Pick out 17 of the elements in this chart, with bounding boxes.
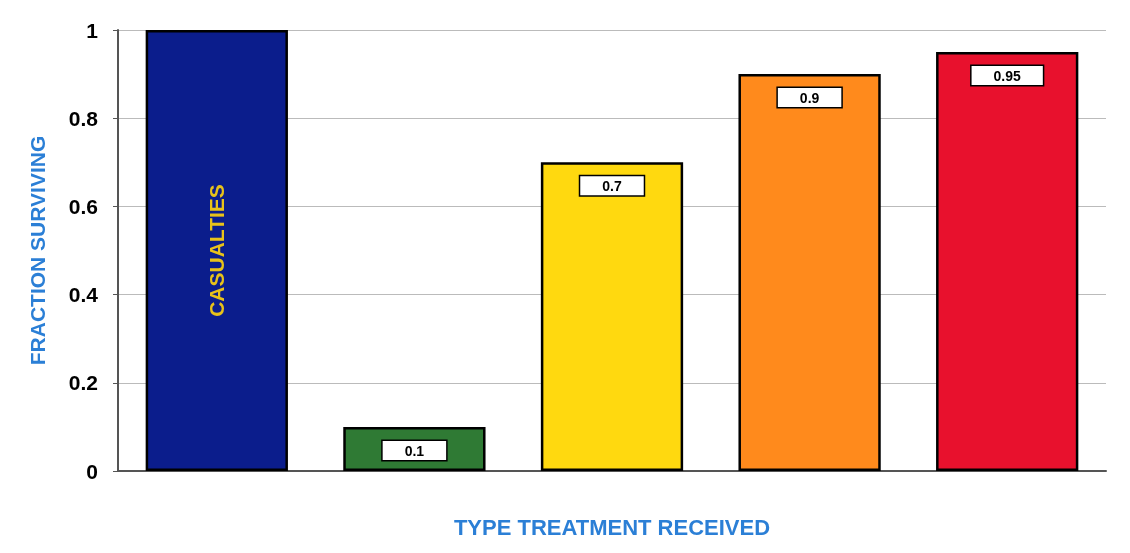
bar [540, 162, 684, 471]
bar [936, 52, 1079, 471]
data-label: 0.1 [404, 442, 425, 459]
x-tick-label: CASUALTIES [205, 184, 229, 317]
y-tick-label: 0.2 [68, 371, 98, 395]
y-axis-title: FRACTION SURVIVING [26, 135, 49, 366]
bar [738, 74, 881, 471]
y-tick-label: 1 [86, 18, 99, 42]
data-label: 0.7 [602, 178, 622, 195]
y-tick-label: 0.4 [68, 283, 99, 307]
bar [145, 30, 288, 471]
x-axis-title: TYPE TREATMENT RECEIVED [453, 514, 771, 540]
data-label: 0.95 [993, 68, 1022, 85]
y-tick-label: 0.8 [68, 106, 99, 130]
y-tick-label: 0 [86, 459, 98, 483]
y-tick-label: 0.6 [68, 194, 98, 218]
data-label: 0.9 [799, 90, 820, 107]
